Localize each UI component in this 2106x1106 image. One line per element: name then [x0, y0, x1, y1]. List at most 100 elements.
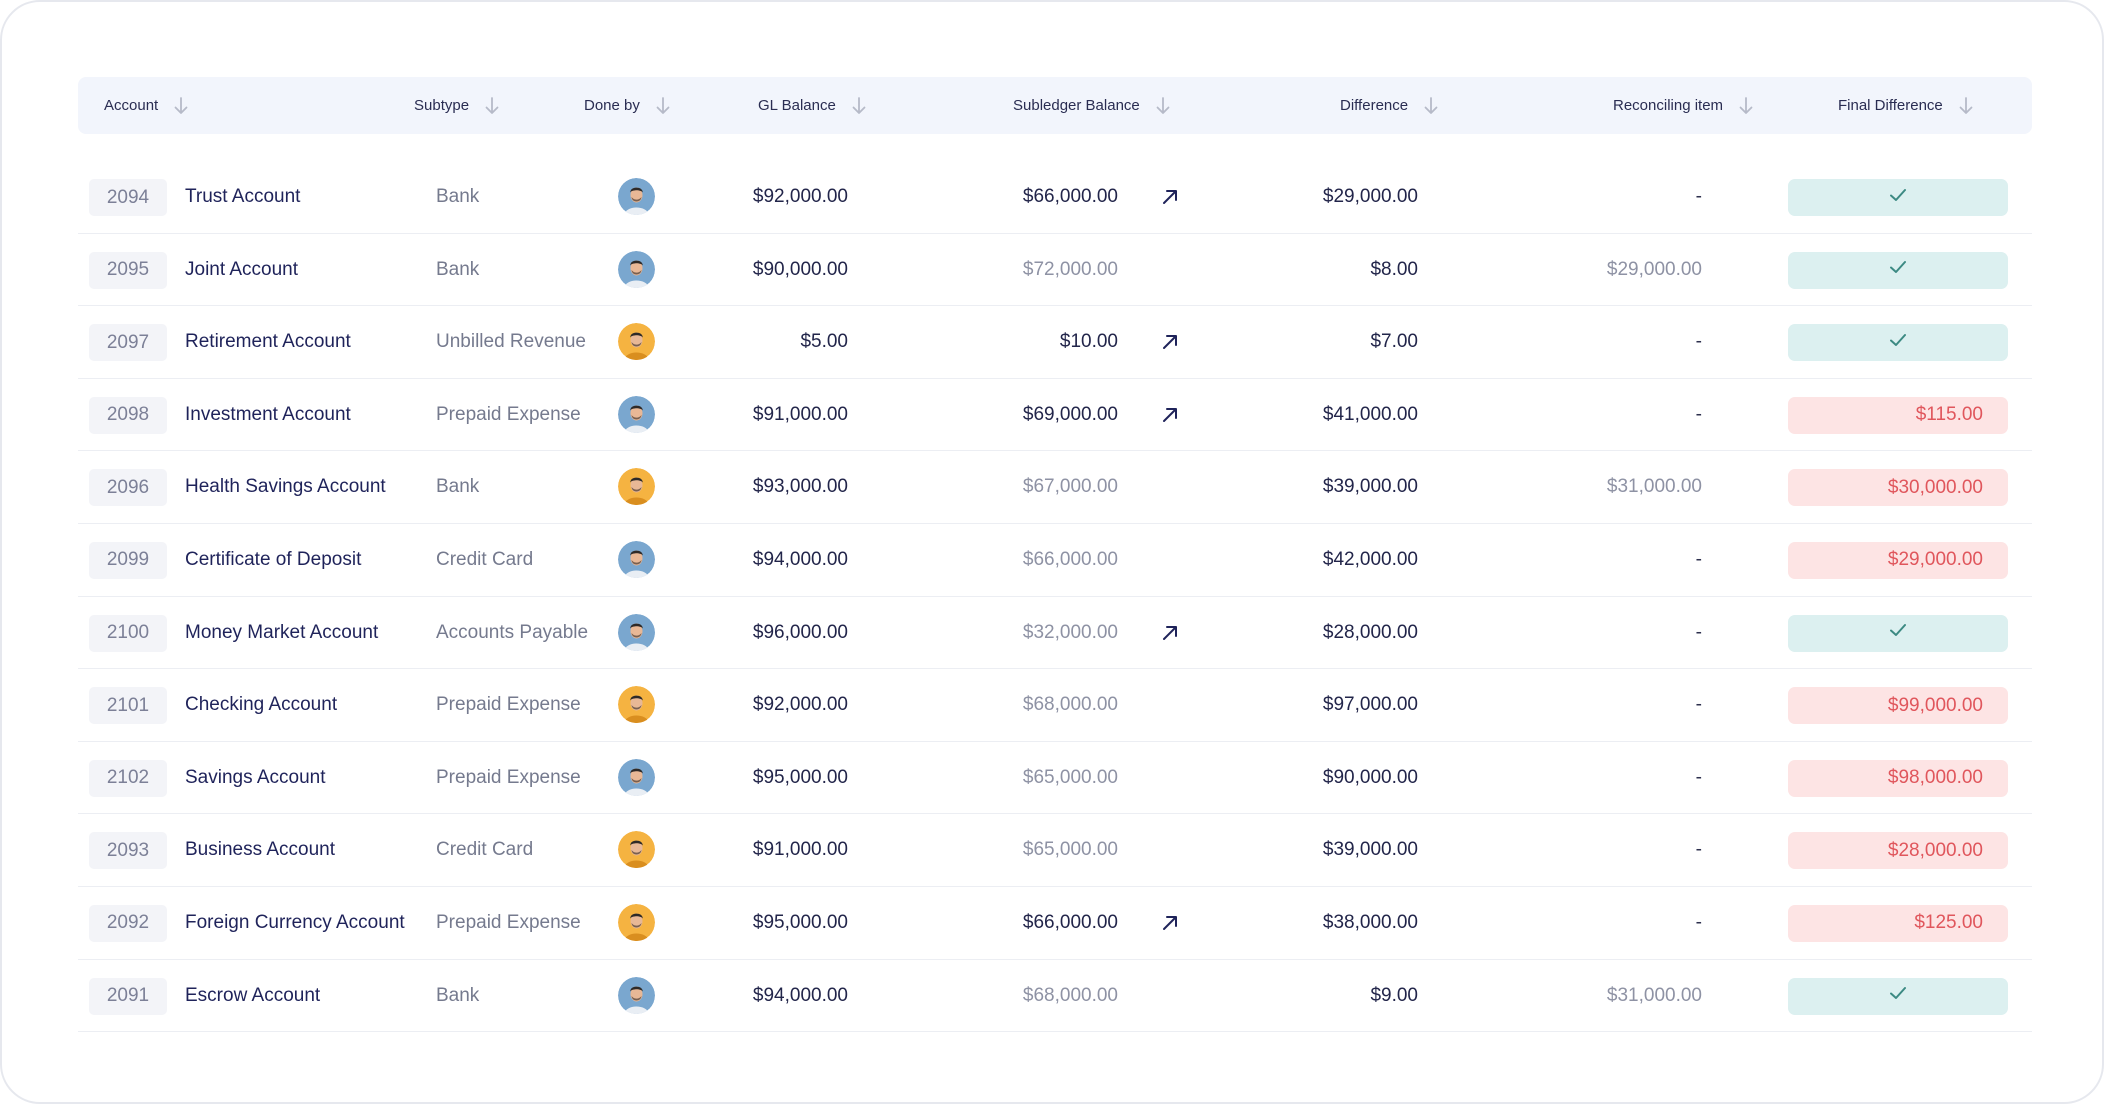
user-avatar[interactable]	[618, 323, 655, 361]
check-icon	[1888, 622, 1908, 644]
account-name-link[interactable]: Health Savings Account	[185, 476, 386, 498]
column-label: Difference	[1340, 97, 1409, 114]
subtype-label: Unbilled Revenue	[436, 331, 586, 353]
difference-value: $38,000.00	[1322, 911, 1418, 933]
user-avatar[interactable]	[618, 831, 655, 869]
final-difference-status-ok	[1788, 977, 2008, 1015]
column-header-subledger-balance[interactable]: Subledger Balance	[1013, 77, 1170, 134]
table-row[interactable]: 2100 Money Market Account Accounts Payable…	[78, 597, 2032, 670]
user-avatar[interactable]	[618, 758, 655, 796]
reconciling-item-value: $31,000.00	[1606, 984, 1702, 1006]
sort-arrow-down-icon[interactable]	[1424, 96, 1438, 116]
reconciling-item-value: -	[1695, 403, 1702, 425]
user-avatar[interactable]	[618, 250, 655, 288]
table-row[interactable]: 2096 Health Savings Account Bank $93,000.00…	[78, 451, 2032, 524]
account-name-link[interactable]: Investment Account	[185, 403, 351, 425]
sort-arrow-down-icon[interactable]	[174, 96, 188, 116]
check-icon	[1888, 187, 1908, 209]
sort-arrow-down-icon[interactable]	[656, 96, 670, 116]
user-avatar[interactable]	[618, 613, 655, 651]
column-header-final-difference[interactable]: Final Difference	[1838, 77, 1973, 134]
user-avatar[interactable]	[618, 976, 655, 1014]
account-number-chip: 2093	[89, 832, 167, 870]
gl-balance-value: $92,000.00	[752, 186, 848, 207]
subledger-balance-value: $10.00	[1059, 331, 1118, 353]
column-header-account[interactable]: Account	[104, 77, 188, 134]
table-row[interactable]: 2102 Savings Account Prepaid Expense $95,00…	[78, 742, 2032, 815]
open-subledger-arrow-up-right-icon[interactable]	[1155, 161, 1185, 233]
subtype-label: Bank	[436, 186, 480, 207]
column-header-subtype[interactable]: Subtype	[414, 77, 499, 134]
difference-value: $97,000.00	[1322, 694, 1418, 716]
difference-value: $39,000.00	[1322, 476, 1418, 498]
column-label: Final Difference	[1838, 97, 1943, 114]
open-subledger-arrow-up-right-icon[interactable]	[1155, 306, 1185, 378]
account-name-link[interactable]: Joint Account	[185, 258, 299, 280]
user-avatar[interactable]	[618, 686, 655, 724]
table-row[interactable]: 2101 Checking Account Prepaid Expense $92,0…	[78, 669, 2032, 742]
user-avatar[interactable]	[618, 395, 655, 433]
table-header: Account Subtype Done by GL Balance Suble…	[78, 77, 2032, 134]
sort-arrow-down-icon[interactable]	[1959, 96, 1973, 116]
column-header-difference[interactable]: Difference	[1340, 77, 1438, 134]
difference-value: $9.00	[1370, 984, 1418, 1006]
final-difference-status-ok	[1788, 324, 2008, 362]
account-number-chip: 2094	[89, 179, 167, 216]
account-name-link[interactable]: Money Market Account	[185, 621, 379, 643]
gl-balance-value: $95,000.00	[752, 911, 848, 933]
account-name-link[interactable]: Certificate of Deposit	[185, 548, 362, 570]
subtype-label: Credit Card	[436, 839, 534, 861]
final-difference-status-mismatch: $98,000.00	[1788, 759, 2008, 797]
account-name-link[interactable]: Retirement Account	[185, 331, 351, 353]
difference-value: $39,000.00	[1322, 839, 1418, 861]
gl-balance-value: $90,000.00	[752, 258, 848, 280]
table-row[interactable]: 2092 Foreign Currency Account Prepaid Expe…	[78, 887, 2032, 960]
table-row[interactable]: 2098 Investment Account Prepaid Expense $91…	[78, 379, 2032, 452]
gl-balance-value: $91,000.00	[752, 839, 848, 861]
column-header-gl-balance[interactable]: GL Balance	[758, 77, 866, 134]
user-avatar[interactable]	[618, 468, 655, 506]
account-name-link[interactable]: Savings Account	[185, 766, 326, 788]
column-header-reconciling-item[interactable]: Reconciling item	[1613, 77, 1753, 134]
column-header-done-by[interactable]: Done by	[584, 77, 670, 134]
check-icon	[1888, 259, 1908, 281]
table-row[interactable]: 2094 Trust Account Bank $92,000.00 $66,000.0…	[78, 161, 2032, 234]
open-subledger-arrow-up-right-icon[interactable]	[1155, 597, 1185, 669]
account-number-chip: 2101	[89, 687, 167, 725]
subledger-balance-value: $66,000.00	[1022, 186, 1118, 207]
user-avatar[interactable]	[618, 540, 655, 578]
sort-arrow-down-icon[interactable]	[1739, 96, 1753, 116]
subtype-label: Prepaid Expense	[436, 694, 581, 716]
account-name-link[interactable]: Foreign Currency Account	[185, 911, 405, 933]
gl-balance-value: $5.00	[800, 331, 848, 353]
reconciling-item-value: -	[1695, 186, 1702, 207]
account-name-link[interactable]: Trust Account	[185, 186, 301, 207]
account-name-link[interactable]: Checking Account	[185, 694, 338, 716]
account-name-link[interactable]: Escrow Account	[185, 984, 321, 1006]
sort-arrow-down-icon[interactable]	[485, 96, 499, 116]
open-subledger-arrow-up-right-icon[interactable]	[1155, 379, 1185, 451]
account-number-chip: 2091	[89, 977, 167, 1015]
reconciling-item-value: -	[1695, 839, 1702, 861]
table-row[interactable]: 2093 Business Account Credit Card $91,000.0…	[78, 814, 2032, 887]
account-name-link[interactable]: Business Account	[185, 839, 335, 861]
user-avatar[interactable]	[618, 178, 655, 215]
difference-value: $8.00	[1370, 258, 1418, 280]
reconciling-item-value: -	[1695, 911, 1702, 933]
table-row[interactable]: 2091 Escrow Account Bank $94,000.00 $68,000.…	[78, 960, 2032, 1033]
account-number-chip: 2097	[89, 324, 167, 362]
open-subledger-arrow-up-right-icon[interactable]	[1155, 887, 1185, 959]
difference-value: $28,000.00	[1322, 621, 1418, 643]
final-difference-status-mismatch: $29,000.00	[1788, 541, 2008, 579]
final-difference-status-mismatch: $115.00	[1788, 396, 2008, 434]
table-row[interactable]: 2099 Certificate of Deposit Credit Card $94…	[78, 524, 2032, 597]
table-row[interactable]: 2095 Joint Account Bank $90,000.00 $72,000.0…	[78, 234, 2032, 307]
table-row[interactable]: 2097 Retirement Account Unbilled Revenue $5…	[78, 306, 2032, 379]
account-number-chip: 2099	[89, 541, 167, 579]
subtype-label: Bank	[436, 476, 480, 498]
user-avatar[interactable]	[618, 903, 655, 941]
sort-arrow-down-icon[interactable]	[852, 96, 866, 116]
final-difference-status-mismatch: $30,000.00	[1788, 469, 2008, 507]
subledger-balance-value: $68,000.00	[1022, 984, 1118, 1006]
sort-arrow-down-icon[interactable]	[1156, 96, 1170, 116]
